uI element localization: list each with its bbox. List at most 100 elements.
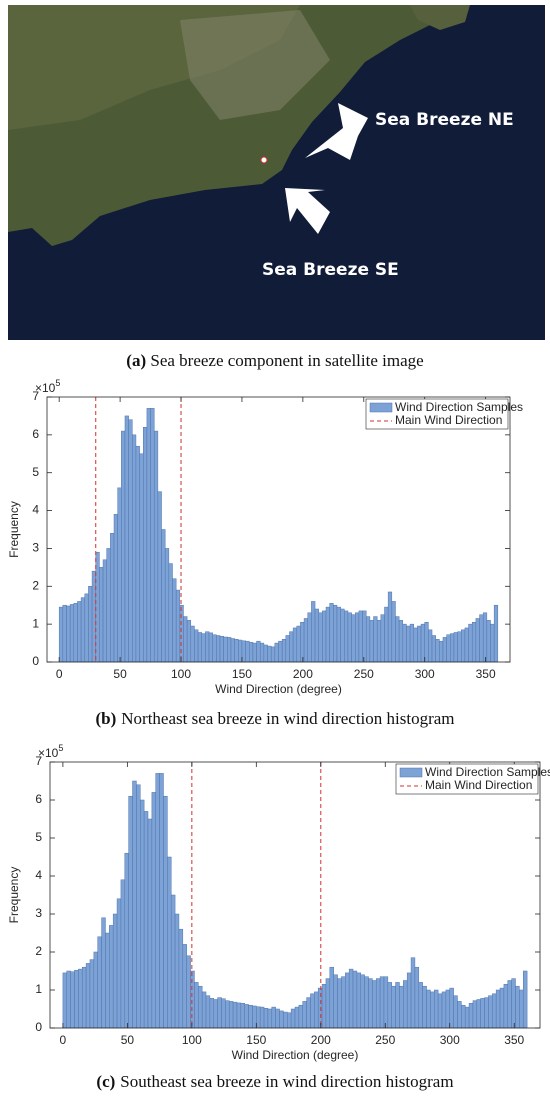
bar: [74, 969, 79, 1029]
bar: [113, 514, 118, 663]
bar: [197, 632, 202, 663]
bar: [376, 620, 382, 663]
bar: [219, 636, 224, 663]
bar: [336, 606, 341, 663]
bar: [116, 898, 122, 1029]
y-axis-label: Frequency: [7, 501, 21, 558]
bar: [450, 633, 455, 663]
bar: [132, 780, 137, 1029]
bar: [230, 638, 235, 663]
axes-box: [49, 761, 541, 1029]
bar: [468, 1003, 474, 1029]
bar: [383, 976, 389, 1029]
bar: [471, 622, 477, 663]
caption-label: (b): [95, 709, 116, 728]
bar: [172, 578, 177, 663]
bar: [486, 620, 491, 663]
bar: [406, 625, 411, 663]
bar: [212, 634, 217, 663]
bar: [150, 408, 155, 663]
bar: [208, 632, 213, 663]
bar: [91, 570, 96, 663]
multiplier-exponent: 5: [58, 743, 63, 753]
bar: [183, 616, 188, 663]
x-tick-label: 50: [121, 1033, 135, 1047]
bar: [110, 533, 115, 663]
bar: [245, 640, 250, 663]
caption-text: Northeast sea breeze in wind direction h…: [121, 709, 454, 728]
y-tick-label: 5: [32, 465, 39, 479]
bar: [201, 991, 207, 1029]
bar: [216, 635, 221, 663]
x-tick-label: 50: [113, 667, 127, 681]
arrow-ne: [305, 103, 368, 160]
x-tick-label: 350: [476, 667, 496, 681]
bar: [522, 970, 528, 1029]
bar: [368, 978, 373, 1029]
bar: [472, 1000, 478, 1029]
bar: [274, 642, 279, 663]
bar: [391, 985, 396, 1029]
bar: [435, 639, 440, 663]
y-tick-label: 5: [35, 830, 42, 844]
bar: [420, 623, 425, 663]
bar: [198, 985, 203, 1029]
bar: [449, 987, 454, 1029]
bar: [511, 978, 516, 1029]
bar: [294, 1006, 300, 1029]
x-tick-label: 0: [60, 1033, 67, 1047]
bar: [453, 995, 458, 1029]
bar: [168, 563, 173, 663]
bar: [437, 993, 443, 1029]
bar: [311, 601, 316, 663]
bar: [422, 985, 427, 1029]
bar: [464, 1006, 470, 1029]
bar: [270, 646, 276, 663]
bar: [66, 970, 71, 1029]
bar: [124, 852, 129, 1029]
bar: [492, 993, 497, 1029]
bar: [499, 987, 505, 1029]
bar: [106, 548, 111, 663]
bar: [488, 995, 493, 1029]
bar: [236, 1002, 242, 1029]
bar: [85, 963, 91, 1029]
bar: [417, 625, 422, 663]
bar: [413, 627, 418, 663]
bar: [490, 623, 495, 663]
bar: [223, 636, 228, 663]
bar: [281, 639, 287, 663]
bar: [121, 430, 126, 663]
legend-label: Main Wind Direction: [395, 413, 502, 427]
bar: [457, 1001, 462, 1029]
multiplier-base: ×10: [35, 381, 56, 395]
bar: [227, 637, 232, 663]
bar: [503, 984, 509, 1029]
x-tick-label: 0: [56, 667, 63, 681]
bar: [484, 997, 489, 1029]
bar: [333, 974, 338, 1029]
bar: [298, 1004, 303, 1029]
bar: [431, 635, 436, 663]
axes-box: [46, 396, 511, 663]
bar: [213, 999, 218, 1029]
bar: [263, 1007, 269, 1029]
x-axis-label: Wind Direction (degree): [215, 682, 342, 696]
bar: [190, 970, 195, 1029]
x-tick-label: 150: [246, 1033, 266, 1047]
bar: [348, 968, 354, 1029]
bar: [159, 773, 164, 1029]
bar: [70, 971, 75, 1029]
bar: [155, 773, 160, 1029]
bar: [178, 928, 184, 1029]
bar: [252, 1005, 257, 1029]
bar: [426, 989, 431, 1029]
legend-swatch: [369, 402, 393, 413]
caption: (b) Northeast sea breeze in wind directio…: [95, 709, 454, 728]
bar: [248, 1004, 253, 1029]
bar: [398, 620, 404, 663]
bar: [161, 529, 166, 663]
bar: [209, 998, 215, 1029]
bar: [249, 642, 254, 663]
